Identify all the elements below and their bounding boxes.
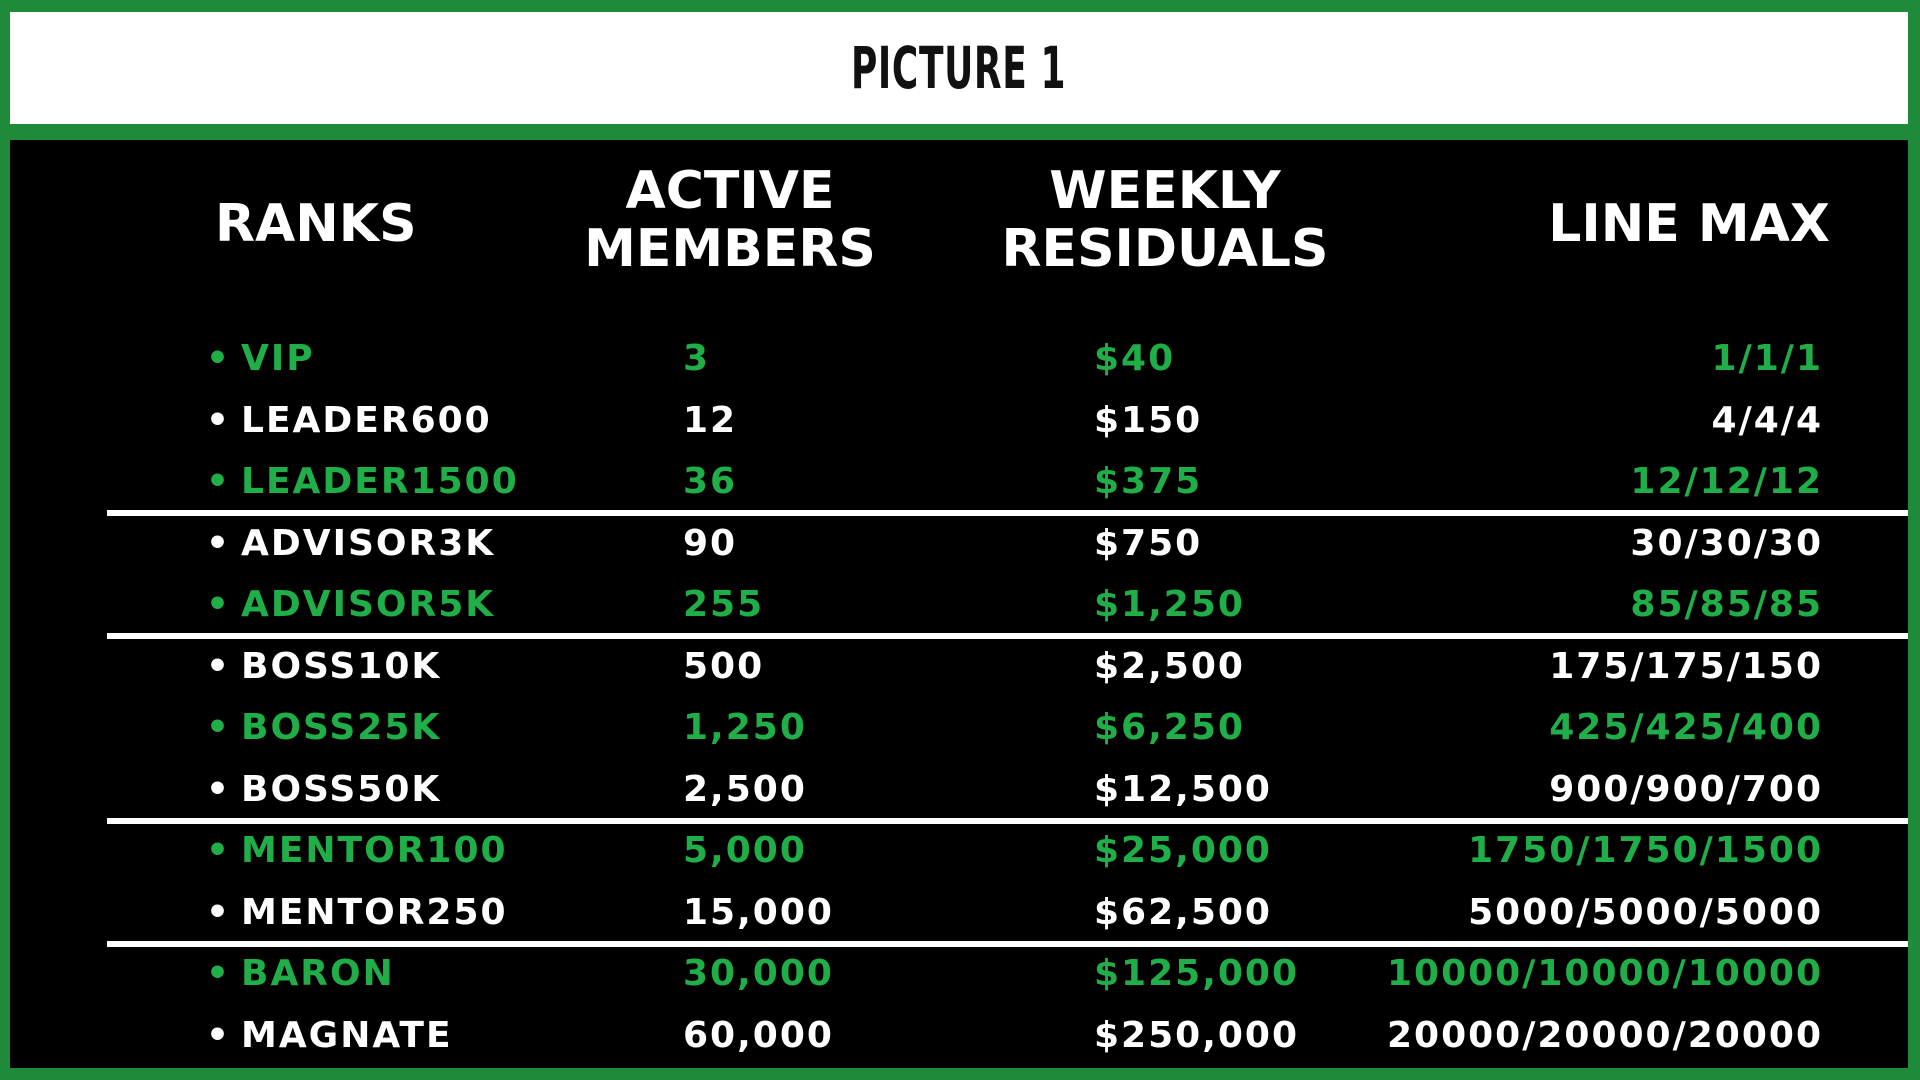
rank-name: BOSS10K: [241, 645, 442, 687]
weekly-residuals-value: $25,000: [1094, 830, 1272, 871]
page-title: PICTURE 1: [851, 34, 1067, 102]
weekly-residuals-value: $12,500: [1094, 768, 1272, 810]
header-active-members: ACTIVE MEMBERS: [530, 162, 930, 278]
line-max-value: 12/12/12: [1630, 461, 1823, 502]
title-banner: PICTURE 1: [10, 12, 1908, 124]
bullet-icon: •: [206, 707, 232, 748]
header-weekly-line2: RESIDUALS: [1001, 219, 1329, 279]
active-members-value: 500: [683, 645, 765, 687]
bullet-icon: •: [206, 830, 232, 871]
active-members-value: 30,000: [683, 953, 834, 994]
active-members-value: 3: [683, 338, 711, 379]
line-max-value: 10000/10000/10000: [1386, 953, 1823, 994]
active-members-value: 255: [683, 584, 765, 625]
line-max-value: 20000/20000/20000: [1386, 1014, 1823, 1056]
weekly-residuals-value: $375: [1094, 461, 1203, 502]
active-members-value: 12: [683, 399, 738, 441]
line-max-value: 4/4/4: [1711, 399, 1823, 441]
header-line-max: LINE MAX: [1548, 194, 1830, 254]
header-weekly-line1: WEEKLY: [1049, 161, 1281, 221]
active-members-value: 1,250: [683, 707, 807, 748]
active-members-value: 5,000: [683, 830, 807, 871]
group-divider: [107, 633, 1908, 639]
rank-name: ADVISOR5K: [241, 584, 496, 625]
line-max-value: 1750/1750/1500: [1468, 830, 1823, 871]
table-row: • BARON 30,000 $125,000 10000/10000/1000…: [10, 943, 1908, 1005]
active-members-value: 60,000: [683, 1014, 834, 1056]
bullet-icon: •: [206, 338, 232, 379]
bullet-icon: •: [206, 891, 232, 933]
line-max-value: 425/425/400: [1549, 707, 1823, 748]
weekly-residuals-value: $750: [1094, 522, 1203, 564]
bullet-icon: •: [206, 953, 232, 994]
active-members-value: 90: [683, 522, 738, 564]
active-members-value: 36: [683, 461, 738, 502]
table-row: • BOSS10K 500 $2,500 175/175/150: [10, 636, 1908, 698]
group-divider: [107, 941, 1908, 947]
rank-name: MAGNATE: [241, 1014, 453, 1056]
rank-name: LEADER600: [241, 399, 492, 441]
header-active-line1: ACTIVE: [625, 161, 835, 221]
line-max-value: 30/30/30: [1630, 522, 1823, 564]
table-row: • ADVISOR5K 255 $1,250 85/85/85: [10, 574, 1908, 636]
line-max-value: 5000/5000/5000: [1468, 891, 1823, 933]
weekly-residuals-value: $6,250: [1094, 707, 1245, 748]
bullet-icon: •: [206, 584, 232, 625]
bullet-icon: •: [206, 1014, 232, 1056]
table-row: • MENTOR100 5,000 $25,000 1750/1750/1500: [10, 820, 1908, 882]
weekly-residuals-value: $250,000: [1094, 1014, 1300, 1056]
weekly-residuals-value: $62,500: [1094, 891, 1272, 933]
header-ranks: RANKS: [215, 194, 417, 254]
weekly-residuals-value: $40: [1094, 338, 1176, 379]
line-max-value: 175/175/150: [1549, 645, 1823, 687]
table-row: • MAGNATE 60,000 $250,000 20000/20000/20…: [10, 1005, 1908, 1067]
bullet-icon: •: [206, 645, 232, 687]
header-active-line2: MEMBERS: [584, 219, 876, 279]
table-row: • BOSS25K 1,250 $6,250 425/425/400: [10, 697, 1908, 759]
line-max-value: 900/900/700: [1549, 768, 1823, 810]
bullet-icon: •: [206, 522, 232, 564]
rank-name: VIP: [241, 338, 315, 379]
table-row: • LEADER600 12 $150 4/4/4: [10, 390, 1908, 452]
active-members-value: 15,000: [683, 891, 834, 933]
table-row: • LEADER1500 36 $375 12/12/12: [10, 451, 1908, 513]
line-max-value: 1/1/1: [1711, 338, 1823, 379]
group-divider: [107, 818, 1908, 824]
table-row: • ADVISOR3K 90 $750 30/30/30: [10, 513, 1908, 575]
table-row: • MENTOR250 15,000 $62,500 5000/5000/500…: [10, 882, 1908, 944]
table-row: • VIP 3 $40 1/1/1: [10, 328, 1908, 390]
rank-name: BOSS25K: [241, 707, 442, 748]
bullet-icon: •: [206, 768, 232, 810]
weekly-residuals-value: $2,500: [1094, 645, 1245, 687]
table-row: • BOSS50K 2,500 $12,500 900/900/700: [10, 759, 1908, 821]
ranks-table: RANKS ACTIVE MEMBERS WEEKLY RESIDUALS LI…: [10, 140, 1908, 1068]
rank-name: MENTOR250: [241, 891, 508, 933]
bullet-icon: •: [206, 461, 232, 502]
weekly-residuals-value: $125,000: [1094, 953, 1300, 994]
line-max-value: 85/85/85: [1630, 584, 1823, 625]
group-divider: [107, 510, 1908, 516]
active-members-value: 2,500: [683, 768, 807, 810]
rank-name: BOSS50K: [241, 768, 442, 810]
bullet-icon: •: [206, 399, 232, 441]
weekly-residuals-value: $1,250: [1094, 584, 1245, 625]
table-body: • VIP 3 $40 1/1/1 • LEADER600 12 $150 4/…: [10, 328, 1908, 1066]
rank-name: ADVISOR3K: [241, 522, 496, 564]
header-weekly-residuals: WEEKLY RESIDUALS: [950, 162, 1380, 278]
rank-name: BARON: [241, 953, 395, 994]
rank-name: MENTOR100: [241, 830, 508, 871]
rank-name: LEADER1500: [241, 461, 519, 502]
weekly-residuals-value: $150: [1094, 399, 1203, 441]
